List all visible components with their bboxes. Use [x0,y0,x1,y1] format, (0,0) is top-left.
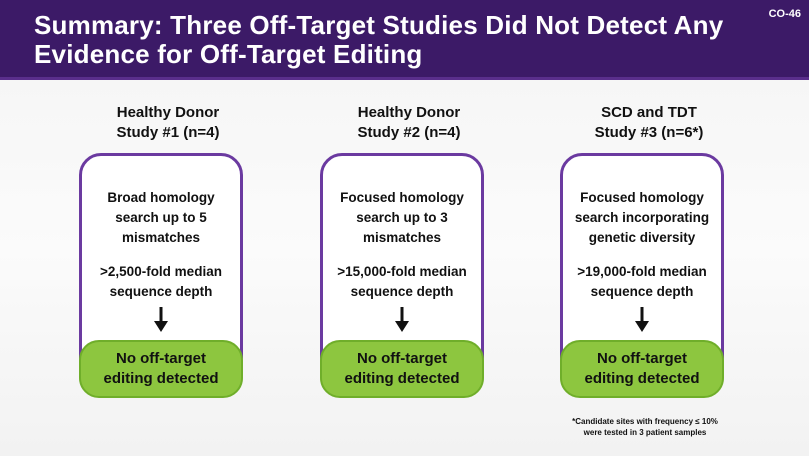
study-3-result-line-2: editing detected [584,370,700,387]
slide-title-line-1: Summary: Three Off-Target Studies Did No… [34,10,724,40]
slide-header: Summary: Three Off-Target Studies Did No… [0,0,809,80]
study-2-desc-line-1: Focused homology [340,190,464,205]
study-2-heading: Healthy Donor Study #2 (n=4) [319,103,499,143]
slide-code: CO-46 [768,8,801,20]
study-1-result-line-1: No off-target [115,350,206,367]
footnote-line-2: were tested in 3 patient samples [583,428,707,437]
study-1-depth: >2,500-fold median sequence depth [82,262,240,302]
study-3-depth-line-1: >19,000-fold median [577,264,707,279]
study-2-result: No off-target editing detected [320,340,484,398]
arrow-down-icon [635,307,649,332]
study-1-result-line-2: editing detected [103,370,219,387]
study-1-heading-line-1: Healthy Donor [116,104,220,121]
footnote: *Candidate sites with frequency ≤ 10% we… [540,416,750,438]
study-2-result-line-2: editing detected [344,370,460,387]
study-1-heading-line-2: Study #1 (n=4) [116,124,220,141]
study-3-depth: >19,000-fold median sequence depth [563,262,721,302]
study-2-heading-line-1: Healthy Donor [357,104,461,121]
slide-title-line-2: Evidence for Off-Target Editing [34,39,423,69]
study-2-depth: >15,000-fold median sequence depth [323,262,481,302]
study-3-heading-line-1: SCD and TDT [601,104,697,121]
study-2-box: Focused homology search up to 3 mismatch… [320,153,484,398]
study-2-desc-line-3: mismatches [362,230,442,245]
study-3-result: No off-target editing detected [560,340,724,398]
study-3-description: Focused homology search incorporating ge… [563,188,721,248]
study-1-desc-line-2: search up to 5 [115,210,207,225]
study-2-heading-line-2: Study #2 (n=4) [357,124,461,141]
study-3-box: Focused homology search incorporating ge… [560,153,724,398]
study-1-result: No off-target editing detected [79,340,243,398]
study-1-desc-line-1: Broad homology [107,190,215,205]
study-1-depth-line-1: >2,500-fold median [100,264,222,279]
study-1-depth-line-2: sequence depth [109,284,213,299]
study-3-desc-line-3: genetic diversity [588,230,696,245]
footnote-line-1: *Candidate sites with frequency ≤ 10% [572,417,718,426]
study-2-desc-line-2: search up to 3 [356,210,448,225]
study-3-result-line-1: No off-target [596,350,687,367]
study-1-column: Healthy Donor Study #1 (n=4) Broad homol… [78,103,258,403]
study-1-heading: Healthy Donor Study #1 (n=4) [78,103,258,143]
study-3-desc-line-2: search incorporating [574,210,710,225]
study-2-description: Focused homology search up to 3 mismatch… [323,188,481,248]
arrow-down-icon [154,307,168,332]
study-3-heading: SCD and TDT Study #3 (n=6*) [559,103,739,143]
study-2-result-line-1: No off-target [356,350,447,367]
study-2-depth-line-2: sequence depth [350,284,454,299]
study-1-desc-line-3: mismatches [121,230,201,245]
slide-title: Summary: Three Off-Target Studies Did No… [34,11,754,69]
study-1-box: Broad homology search up to 5 mismatches… [79,153,243,398]
study-3-depth-line-2: sequence depth [590,284,694,299]
arrow-down-icon [395,307,409,332]
study-2-column: Healthy Donor Study #2 (n=4) Focused hom… [319,103,499,403]
study-3-desc-line-1: Focused homology [580,190,704,205]
study-2-depth-line-1: >15,000-fold median [337,264,467,279]
study-1-description: Broad homology search up to 5 mismatches [82,188,240,248]
study-3-heading-line-2: Study #3 (n=6*) [594,124,704,141]
study-3-column: SCD and TDT Study #3 (n=6*) Focused homo… [559,103,739,403]
